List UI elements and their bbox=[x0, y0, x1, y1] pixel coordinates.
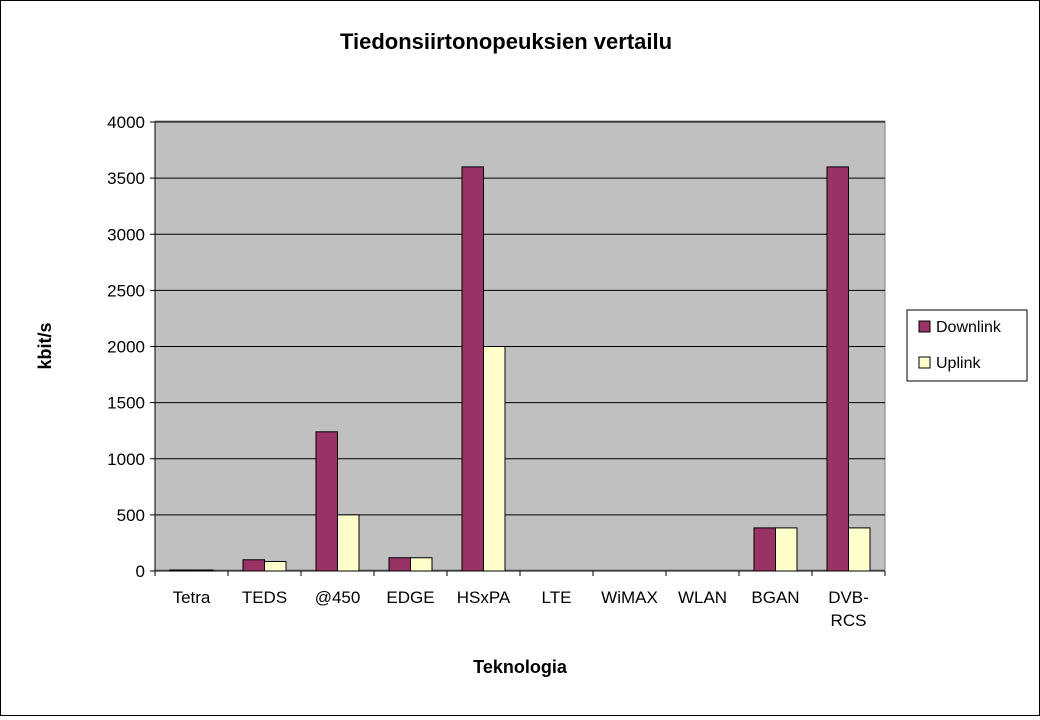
y-tick-label: 1000 bbox=[107, 450, 145, 469]
bar-uplink-@450 bbox=[337, 514, 360, 572]
x-axis-title: Teknologia bbox=[473, 657, 568, 677]
y-tick-label: 0 bbox=[136, 562, 145, 581]
plot-area bbox=[154, 120, 886, 571]
x-tick-label: EDGE bbox=[386, 588, 434, 607]
chart-title: Tiedonsiirtonopeuksien vertailu bbox=[340, 29, 672, 54]
bar-downlink-hsxpa bbox=[461, 166, 484, 572]
y-tick-labels: 0 500 1000 1500 2000 2500 3000 3500 4000 bbox=[107, 113, 145, 581]
bar-uplink-bgan bbox=[775, 527, 798, 572]
bar-uplink-edge bbox=[410, 557, 433, 572]
y-tick-label: 3000 bbox=[107, 225, 145, 244]
x-tick-label: Tetra bbox=[173, 588, 211, 607]
legend-label-downlink: Downlink bbox=[936, 319, 1002, 336]
x-tick-label: WLAN bbox=[678, 588, 727, 607]
y-tick-label: 500 bbox=[117, 506, 145, 525]
x-tick-label: TEDS bbox=[242, 588, 287, 607]
y-tick-label: 3500 bbox=[107, 169, 145, 188]
legend: Downlink Uplink bbox=[906, 309, 1028, 382]
x-tick-label: DVB-RCS bbox=[828, 588, 869, 630]
bar-downlink-edge bbox=[388, 557, 411, 572]
bar-uplink-hsxpa bbox=[483, 346, 506, 572]
bar-downlink-teds bbox=[242, 559, 265, 572]
y-axis-title: kbit/s bbox=[35, 322, 55, 369]
y-tick-label: 2500 bbox=[107, 281, 145, 300]
x-tick-label: BGAN bbox=[751, 588, 799, 607]
bar-uplink-teds bbox=[264, 560, 287, 572]
bar-uplink-dvb-rcs bbox=[848, 527, 871, 572]
x-tick-label: HSxPA bbox=[457, 588, 511, 607]
bar-downlink-bgan bbox=[753, 527, 776, 572]
y-tick-label: 4000 bbox=[107, 113, 145, 132]
y-tick-label: 1500 bbox=[107, 394, 145, 413]
legend-swatch-uplink bbox=[918, 356, 931, 369]
legend-label-uplink: Uplink bbox=[936, 355, 981, 372]
bars bbox=[169, 166, 871, 572]
legend-swatch-downlink bbox=[918, 320, 931, 333]
x-tick-label: WiMAX bbox=[601, 588, 658, 607]
axes bbox=[150, 121, 886, 576]
bar-downlink-dvb-rcs bbox=[826, 166, 849, 572]
y-tick-label: 2000 bbox=[107, 338, 145, 357]
x-tick-labels: Tetra TEDS @450 EDGE HSxPA LTE WiMAX WLAN BGAN DV… bbox=[173, 588, 869, 630]
gridlines bbox=[155, 121, 885, 516]
x-tick-label: @450 bbox=[315, 588, 361, 607]
x-tick-label: LTE bbox=[542, 588, 572, 607]
bar-downlink-@450 bbox=[315, 431, 338, 572]
